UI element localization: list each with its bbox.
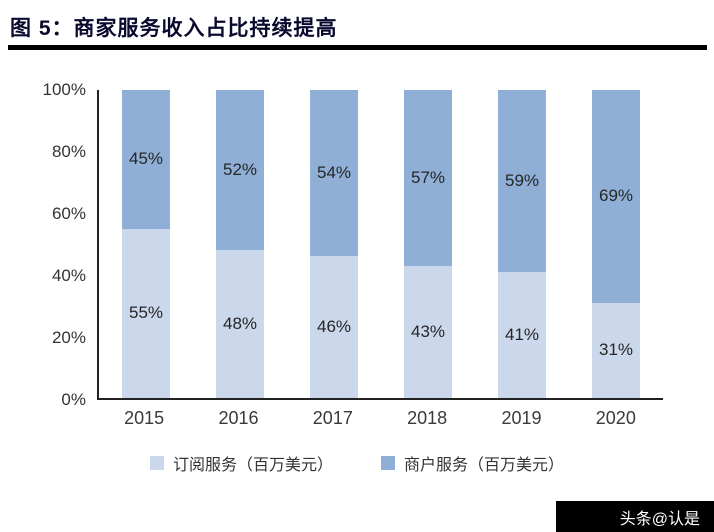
y-tick-label: 20%: [51, 328, 86, 347]
bar-segment: 45%: [122, 90, 170, 229]
bar-segment: 69%: [592, 90, 640, 303]
bar-value-label: 41%: [504, 324, 540, 344]
bar-segment: 57%: [404, 90, 452, 266]
bar-value-label: 45%: [128, 149, 164, 169]
y-tick-label: 0%: [61, 390, 86, 409]
bar-segment: 43%: [404, 265, 452, 398]
x-tick-label: 2015: [124, 408, 165, 428]
bar-value-label: 59%: [504, 170, 540, 190]
x-tick-label: 2018: [407, 408, 448, 428]
stacked-bar: 55% 45%: [122, 90, 170, 398]
x-tick-label: 2020: [595, 408, 636, 428]
bar-segment: 41%: [498, 271, 546, 398]
x-tick-label: 2016: [218, 408, 259, 428]
stacked-bar: 43% 57%: [404, 90, 452, 398]
x-tick-label: 2017: [312, 408, 353, 428]
legend-swatch: [149, 456, 164, 470]
legend-swatch: [381, 456, 395, 470]
bar-slot: 55% 45%: [99, 90, 193, 398]
watermark: 头条@认是: [556, 501, 714, 532]
y-axis: 0% 20% 40% 60% 80% 100%: [0, 80, 86, 409]
bar-slot: 46% 54%: [287, 90, 381, 398]
figure-title: 图 5：商家服务收入占比持续提高: [10, 17, 338, 40]
bar-slot: 31% 69%: [569, 90, 663, 398]
legend-label: 订阅服务（百万美元）: [172, 457, 333, 474]
bar-value-label: 46%: [316, 317, 352, 337]
bar-slot: 48% 52%: [193, 90, 287, 398]
bar-value-label: 54%: [316, 163, 352, 183]
bar-segment: 59%: [498, 90, 546, 272]
legend-label: 商户服务（百万美元）: [404, 457, 565, 474]
bar-slot: 43% 57%: [381, 90, 475, 398]
title-underline: [8, 45, 707, 50]
y-tick-label: 40%: [51, 266, 86, 285]
bar-segment: 54%: [310, 90, 358, 257]
bar-value-label: 48%: [222, 314, 258, 334]
stacked-bar: 31% 69%: [592, 90, 640, 398]
bar-segment: 48%: [216, 250, 264, 398]
bar-slot: 41% 59%: [475, 90, 569, 398]
bar-segment: 55%: [122, 228, 170, 398]
bar-value-label: 43%: [410, 321, 446, 341]
stacked-bar: 48% 52%: [216, 90, 264, 398]
stacked-bar: 46% 54%: [310, 90, 358, 398]
stacked-bar: 41% 59%: [498, 90, 546, 398]
bar-value-label: 69%: [598, 186, 634, 206]
y-tick-label: 100%: [42, 80, 86, 99]
y-tick-label: 80%: [51, 142, 86, 161]
bar-segment: 31%: [592, 302, 640, 398]
chart-legend: 订阅服务（百万美元） 商户服务（百万美元）: [0, 450, 714, 476]
legend-item: 订阅服务（百万美元）: [149, 451, 333, 475]
bar-value-label: 55%: [128, 303, 164, 323]
x-axis: 2015 2016 2017 2018 2019 2020: [97, 408, 663, 429]
legend-item: 商户服务（百万美元）: [381, 451, 564, 475]
x-tick-label: 2019: [501, 408, 542, 428]
bar-segment: 46%: [310, 256, 358, 398]
bar-value-label: 52%: [222, 160, 258, 180]
bar-value-label: 31%: [598, 340, 634, 360]
bar-value-label: 57%: [410, 167, 446, 187]
plot-area: 55% 45% 48% 52% 46% 54% 43% 57% 41% 59% 31% 69%: [97, 90, 663, 400]
bar-segment: 52%: [216, 90, 264, 251]
y-tick-label: 60%: [51, 204, 86, 223]
